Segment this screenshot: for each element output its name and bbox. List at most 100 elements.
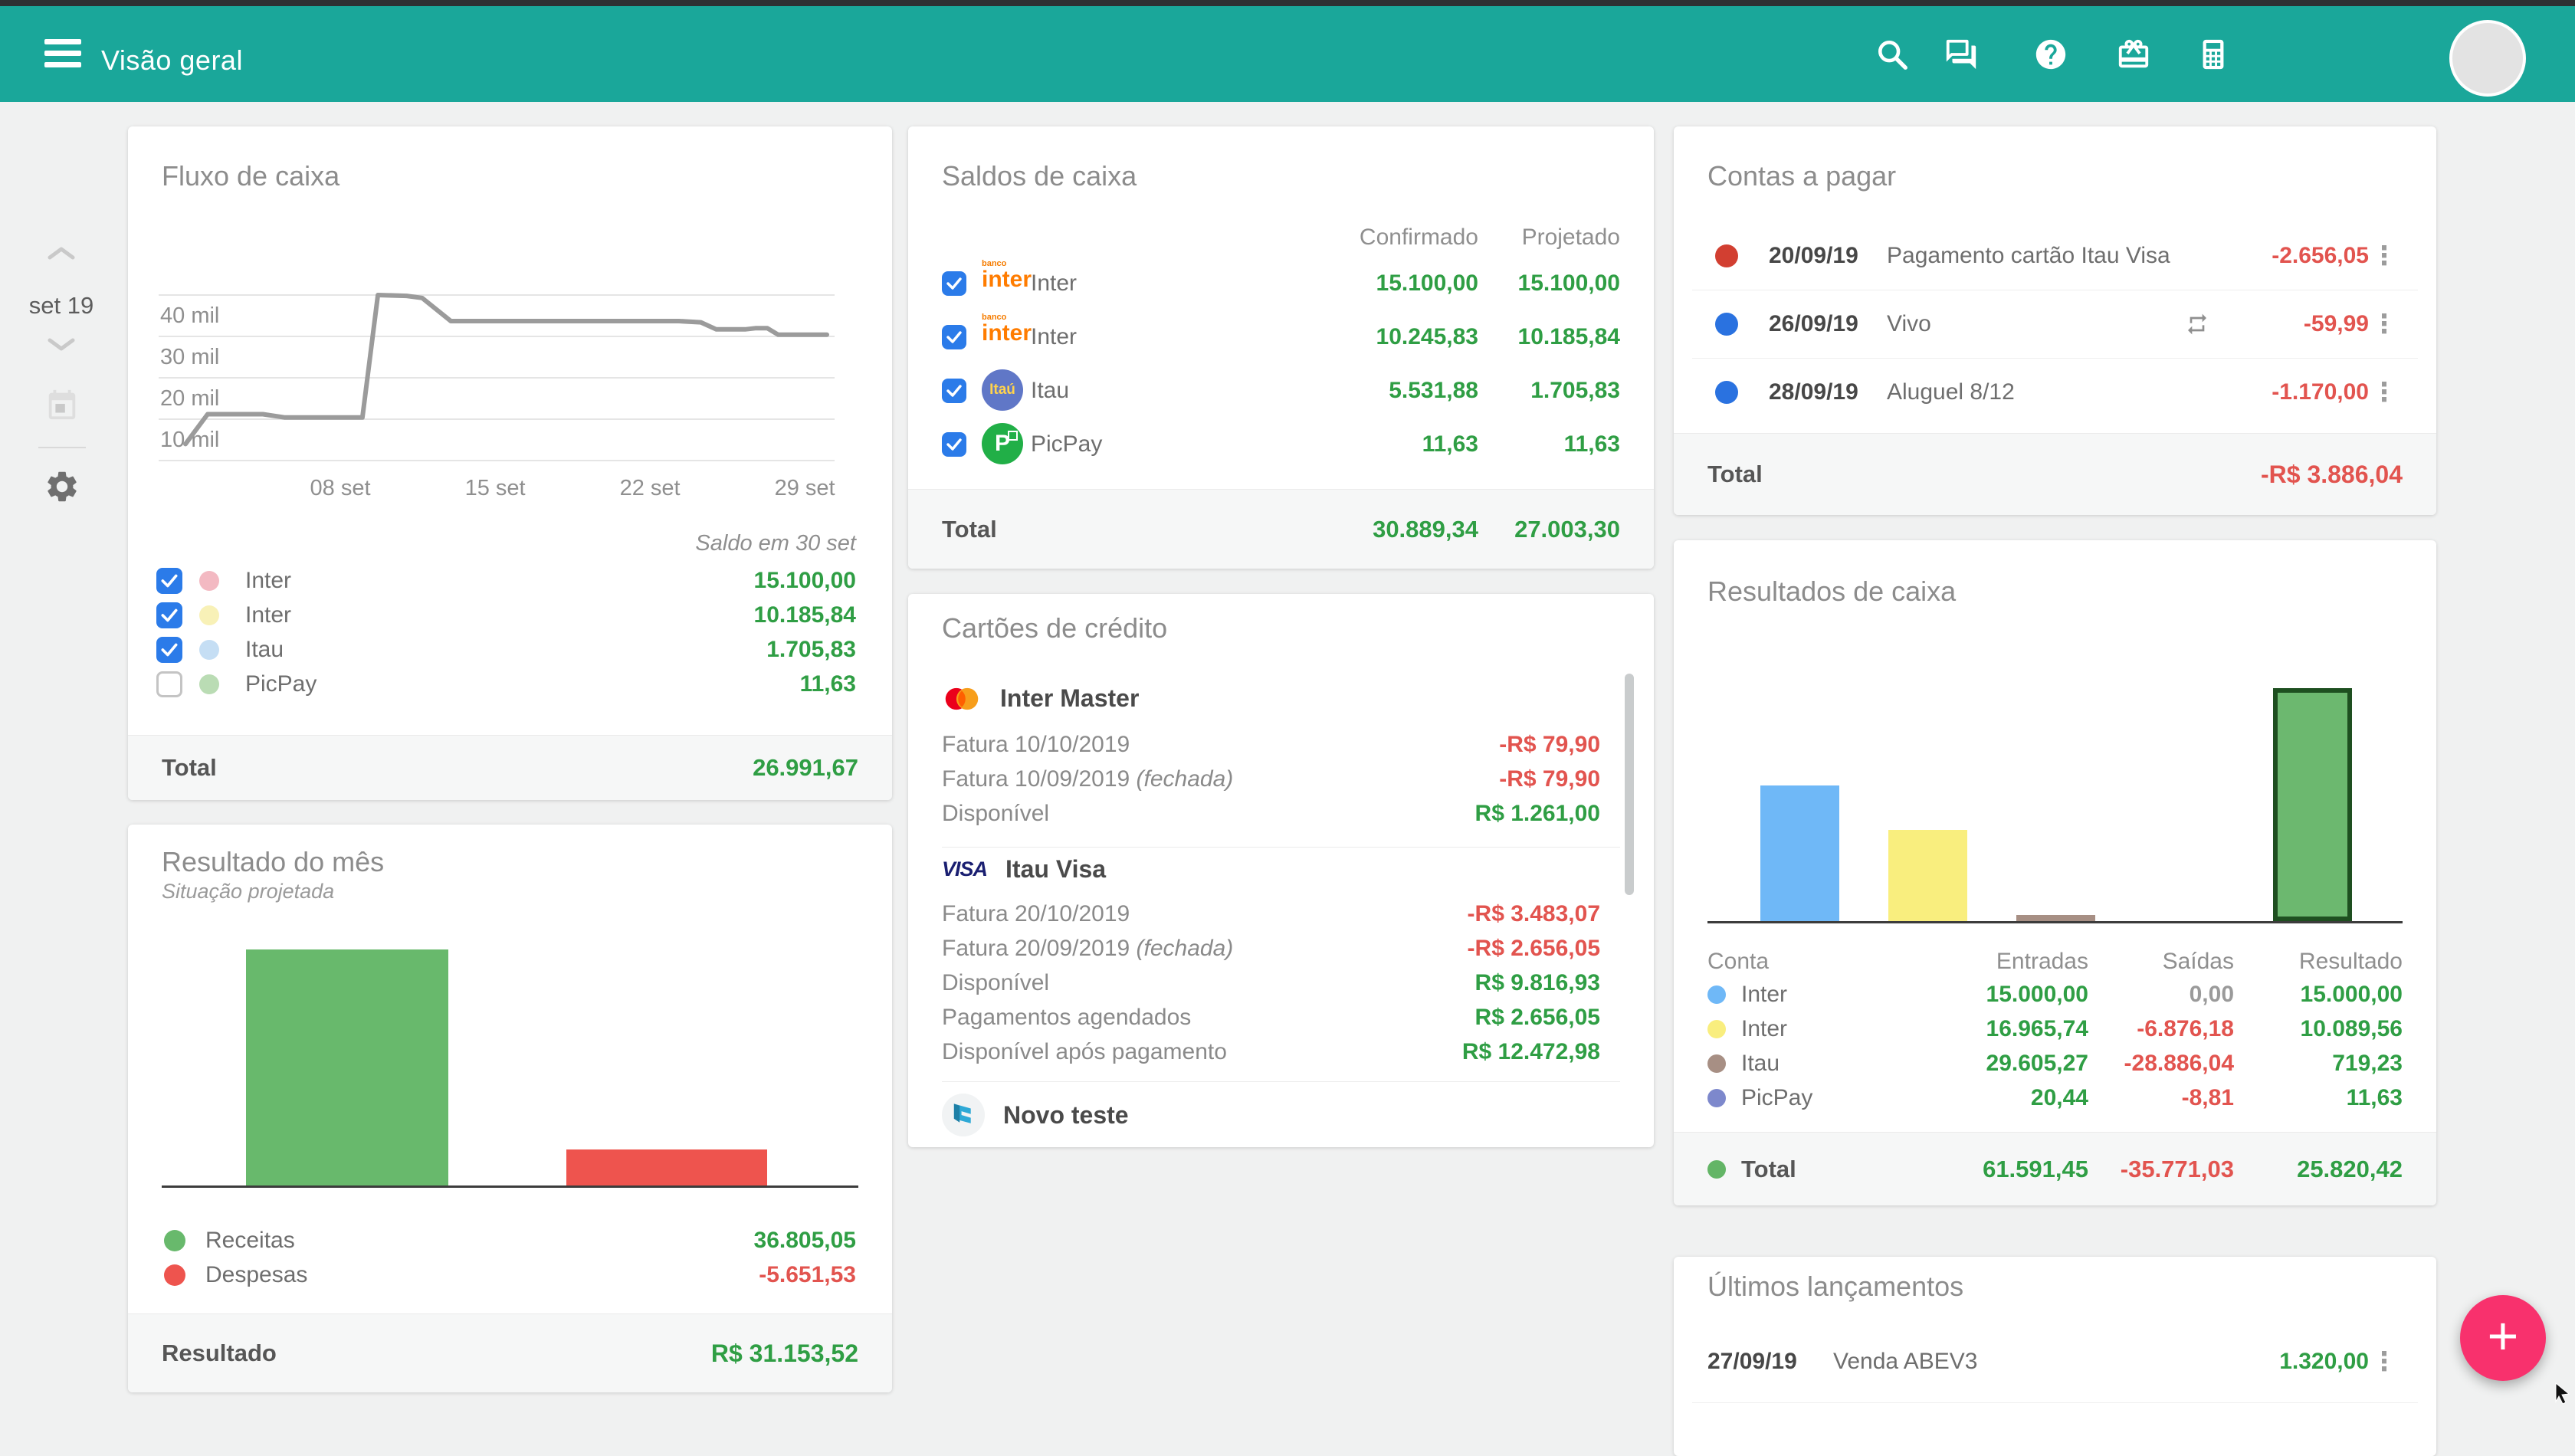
confirmado-value: 15.100,00 — [1317, 271, 1478, 297]
account-balance: 15.100,00 — [754, 568, 856, 594]
due-date: 20/09/19 — [1769, 243, 1876, 269]
saldos-row: Itaú Itau 5.531,88 1.705,83 — [908, 364, 1654, 418]
calendar-icon[interactable] — [44, 387, 80, 422]
row-label-suffix: (fechada) — [1137, 766, 1234, 792]
row-menu-icon[interactable]: ⋮ — [2369, 311, 2400, 337]
month-result-legend: Receitas 36.805,05 Despesas -5.651,53 — [128, 1223, 892, 1292]
account-name: Itau — [1031, 378, 1317, 404]
entry-description: Venda ABEV3 — [1822, 1349, 2239, 1375]
card-title: Resultado do mês — [162, 846, 384, 878]
plus-icon: + — [2488, 1309, 2519, 1363]
row-label: Disponível após pagamento — [942, 1039, 1227, 1064]
account-name: Inter — [1031, 271, 1317, 297]
bill-value: -59,99 — [2239, 311, 2369, 337]
bill-description: Pagamento cartão Itau Visa — [1876, 243, 2185, 269]
card-title: Fluxo de caixa — [162, 160, 340, 192]
card-title: Cartões de crédito — [942, 612, 1167, 644]
confirmado-value: 5.531,88 — [1317, 378, 1478, 404]
inter2-bar — [1888, 830, 1967, 921]
account-checkbox[interactable] — [942, 325, 966, 349]
series-color-dot — [1707, 1020, 1726, 1038]
resultados-row: Inter 16.965,74 -6.876,18 10.089,56 — [1674, 1012, 2436, 1046]
saidas-value: 0,00 — [2088, 982, 2234, 1008]
col-saidas: Saídas — [2088, 949, 2234, 975]
resultados-row: PicPay 20,44 -8,81 11,63 — [1674, 1081, 2436, 1115]
conta-row: 26/09/19 Vivo -59,99 ⋮ — [1674, 290, 2436, 358]
page-title: Visão geral — [101, 44, 243, 77]
calculator-icon[interactable] — [2196, 37, 2231, 72]
resultado-value: 10.089,56 — [2234, 1016, 2403, 1042]
menu-icon[interactable] — [44, 39, 81, 68]
legend-label: Receitas — [205, 1228, 295, 1254]
entradas-value: 20,44 — [1912, 1085, 2088, 1111]
chevron-down-icon[interactable] — [48, 338, 75, 352]
account-checkbox[interactable] — [156, 637, 182, 663]
novo-teste-header[interactable]: Novo teste — [942, 1094, 1129, 1136]
status-dot — [1715, 244, 1738, 267]
card-title: Resultados de caixa — [1707, 576, 1956, 608]
saldos-header-row: Confirmado Projetado — [908, 225, 1654, 251]
row-menu-icon[interactable]: ⋮ — [2369, 243, 2400, 269]
row-value: -R$ 3.483,07 — [1468, 901, 1600, 927]
col-entradas: Entradas — [1912, 949, 2088, 975]
inter-master-header[interactable]: Inter Master — [942, 684, 1139, 713]
due-date: 26/09/19 — [1769, 311, 1876, 337]
card-ultimos-lancamentos: Últimos lançamentos 27/09/19 Venda ABEV3… — [1674, 1257, 2436, 1456]
legend-value: 36.805,05 — [754, 1228, 856, 1254]
entradas-value: 15.000,00 — [1912, 982, 2088, 1008]
total-confirmado: 30.889,34 — [1317, 516, 1478, 543]
row-value: -R$ 79,90 — [1499, 732, 1600, 758]
add-transaction-fab[interactable]: + — [2460, 1295, 2546, 1381]
search-icon[interactable] — [1875, 37, 1910, 72]
total-label: Total — [162, 754, 217, 782]
account-name: PicPay — [1741, 1085, 1812, 1111]
settings-gear-icon[interactable] — [44, 468, 80, 505]
total-saidas: -35.771,03 — [2088, 1156, 2234, 1183]
resultados-rows: Inter 15.000,00 0,00 15.000,00 Inter 16.… — [1674, 977, 2436, 1115]
row-value: R$ 9.816,93 — [1475, 970, 1600, 996]
gift-icon[interactable] — [2116, 37, 2151, 72]
confirmado-value: 10.245,83 — [1317, 324, 1478, 350]
resultado-value: 719,23 — [2234, 1051, 2403, 1077]
fluxo-legend-row: Inter 15.100,00 — [128, 563, 892, 598]
series-color-dot — [199, 571, 219, 591]
chevron-up-icon[interactable] — [48, 246, 75, 260]
cartao-row: Disponível após pagamento R$ 12.472,98 — [942, 1039, 1600, 1065]
account-checkbox[interactable] — [942, 271, 966, 296]
svg-text:40 mil: 40 mil — [160, 303, 219, 328]
legend-value: -5.651,53 — [759, 1262, 856, 1288]
fluxo-total-footer: Total 26.991,67 — [128, 735, 892, 800]
account-checkbox[interactable] — [156, 671, 182, 697]
account-checkbox[interactable] — [942, 379, 966, 403]
row-menu-icon[interactable]: ⋮ — [2369, 379, 2400, 405]
status-dot — [1715, 313, 1738, 336]
row-label-suffix: (fechada) — [1137, 936, 1234, 961]
total-bar — [2273, 688, 2352, 921]
account-checkbox[interactable] — [942, 432, 966, 457]
row-value: -R$ 2.656,05 — [1468, 936, 1600, 962]
help-icon[interactable] — [2033, 37, 2068, 72]
feedback-chat-icon[interactable] — [1944, 37, 1979, 72]
row-label: Fatura 10/09/2019 — [942, 766, 1130, 792]
account-balance: 1.705,83 — [766, 637, 856, 663]
bill-description: Aluguel 8/12 — [1876, 379, 2185, 405]
total-projetado: 27.003,30 — [1478, 516, 1620, 543]
avatar[interactable] — [2449, 20, 2526, 97]
scrollbar-thumb[interactable] — [1625, 674, 1634, 895]
itau-visa-header[interactable]: VISA Itau Visa — [942, 855, 1106, 884]
account-checkbox[interactable] — [156, 568, 182, 594]
fluxo-legend-row: Itau 1.705,83 — [128, 632, 892, 667]
resultado-label: Resultado — [162, 1340, 277, 1367]
total-dot — [1707, 1160, 1726, 1179]
app-bar: Visão geral — [0, 6, 2575, 102]
itau-logo: Itaú — [982, 369, 1025, 412]
account-checkbox[interactable] — [156, 602, 182, 628]
row-label: Fatura 20/09/2019 — [942, 936, 1130, 961]
row-divider — [1692, 1402, 2418, 1403]
col-projetado: Projetado — [1478, 225, 1620, 251]
cash-flow-line-chart: 40 mil30 mil20 mil10 mil08 set15 set22 s… — [156, 280, 838, 502]
col-resultado: Resultado — [2234, 949, 2403, 975]
row-menu-icon[interactable]: ⋮ — [2369, 1349, 2400, 1375]
svg-text:22 set: 22 set — [620, 476, 681, 500]
account-name: Inter — [245, 568, 291, 594]
